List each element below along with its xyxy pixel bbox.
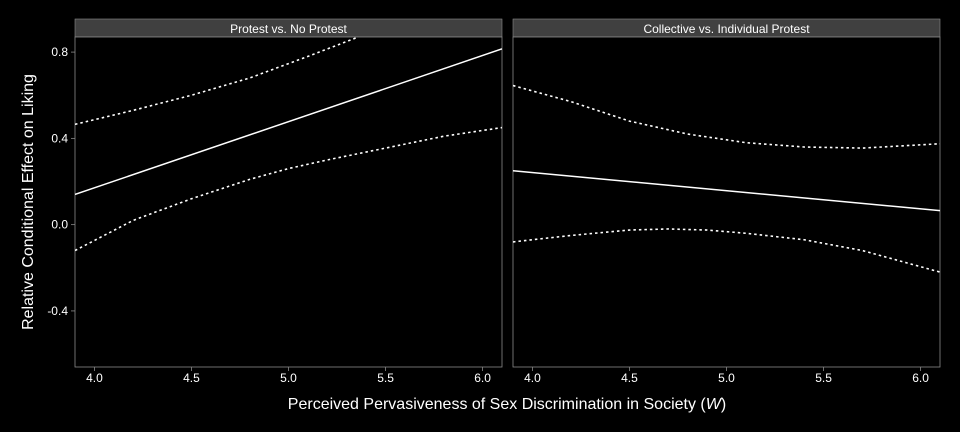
x-tick-label: 5.5 <box>377 371 394 385</box>
panel-series <box>75 37 502 252</box>
x-tick-label: 4.0 <box>86 371 103 385</box>
estimate-line <box>75 48 502 196</box>
y-axis-title: Relative Conditional Effect on Liking <box>20 74 37 330</box>
y-axis-ticks: 0.8 0.4 0.0 -0.4 <box>47 45 75 318</box>
plot-area <box>74 36 503 368</box>
x-tick-label: 5.0 <box>718 371 735 385</box>
x-tick-label: 6.0 <box>912 371 929 385</box>
x-tick-label: 4.0 <box>524 371 541 385</box>
panel-title: Protest vs. No Protest <box>230 22 347 36</box>
x-tick-label: 4.5 <box>621 371 638 385</box>
plot-area <box>512 36 941 368</box>
y-tick-label: 0.0 <box>51 218 68 232</box>
x-axis-ticks: 4.0 4.5 5.0 5.5 6.0 <box>524 367 929 385</box>
x-axis-title-variable: W <box>706 396 723 413</box>
x-axis-title-text: Perceived Pervasiveness of Sex Discrimin… <box>288 396 707 413</box>
upper-ci-line <box>513 84 940 149</box>
panel-series <box>513 84 940 273</box>
estimate-line <box>513 169 940 212</box>
upper-ci-line <box>75 37 359 126</box>
y-tick-label: 0.8 <box>51 45 68 59</box>
y-tick-label: -0.4 <box>47 304 68 318</box>
y-tick-label: 0.4 <box>51 131 68 145</box>
x-tick-label: 5.0 <box>280 371 297 385</box>
x-tick-label: 4.5 <box>183 371 200 385</box>
x-axis-title: Perceived Pervasiveness of Sex Discrimin… <box>288 396 726 413</box>
x-tick-label: 5.5 <box>815 371 832 385</box>
x-axis-title-end: ) <box>721 396 726 413</box>
panel-protest-vs-no-protest: Protest vs. No Protest 4.0 4.5 5.0 5.5 6.0 <box>74 18 503 385</box>
x-axis-ticks: 4.0 4.5 5.0 5.5 6.0 <box>86 367 491 385</box>
panel-collective-vs-individual-protest: Collective vs. Individual Protest 4.0 4.5… <box>512 18 941 385</box>
x-tick-label: 6.0 <box>474 371 491 385</box>
lower-ci-line <box>513 228 940 273</box>
panel-title: Collective vs. Individual Protest <box>643 22 810 36</box>
